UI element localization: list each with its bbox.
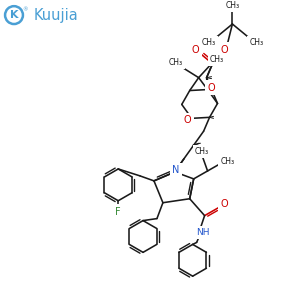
Text: O: O (220, 199, 228, 209)
Text: CH₃: CH₃ (202, 38, 216, 47)
Text: O: O (220, 45, 228, 55)
Text: CH₃: CH₃ (220, 157, 235, 166)
Text: CH₃: CH₃ (249, 38, 263, 47)
Text: K: K (10, 10, 18, 20)
Text: CH₃: CH₃ (225, 1, 239, 10)
Text: F: F (116, 207, 121, 217)
Text: ®: ® (22, 8, 28, 13)
Text: Kuujia: Kuujia (33, 8, 78, 22)
Text: O: O (192, 45, 200, 55)
Text: NH: NH (196, 228, 209, 237)
Text: O: O (184, 115, 191, 125)
Text: N: N (172, 165, 179, 175)
Text: CH₃: CH₃ (209, 55, 224, 64)
Text: O: O (208, 82, 215, 93)
Text: CH₃: CH₃ (169, 58, 183, 67)
Text: CH₃: CH₃ (195, 147, 209, 156)
